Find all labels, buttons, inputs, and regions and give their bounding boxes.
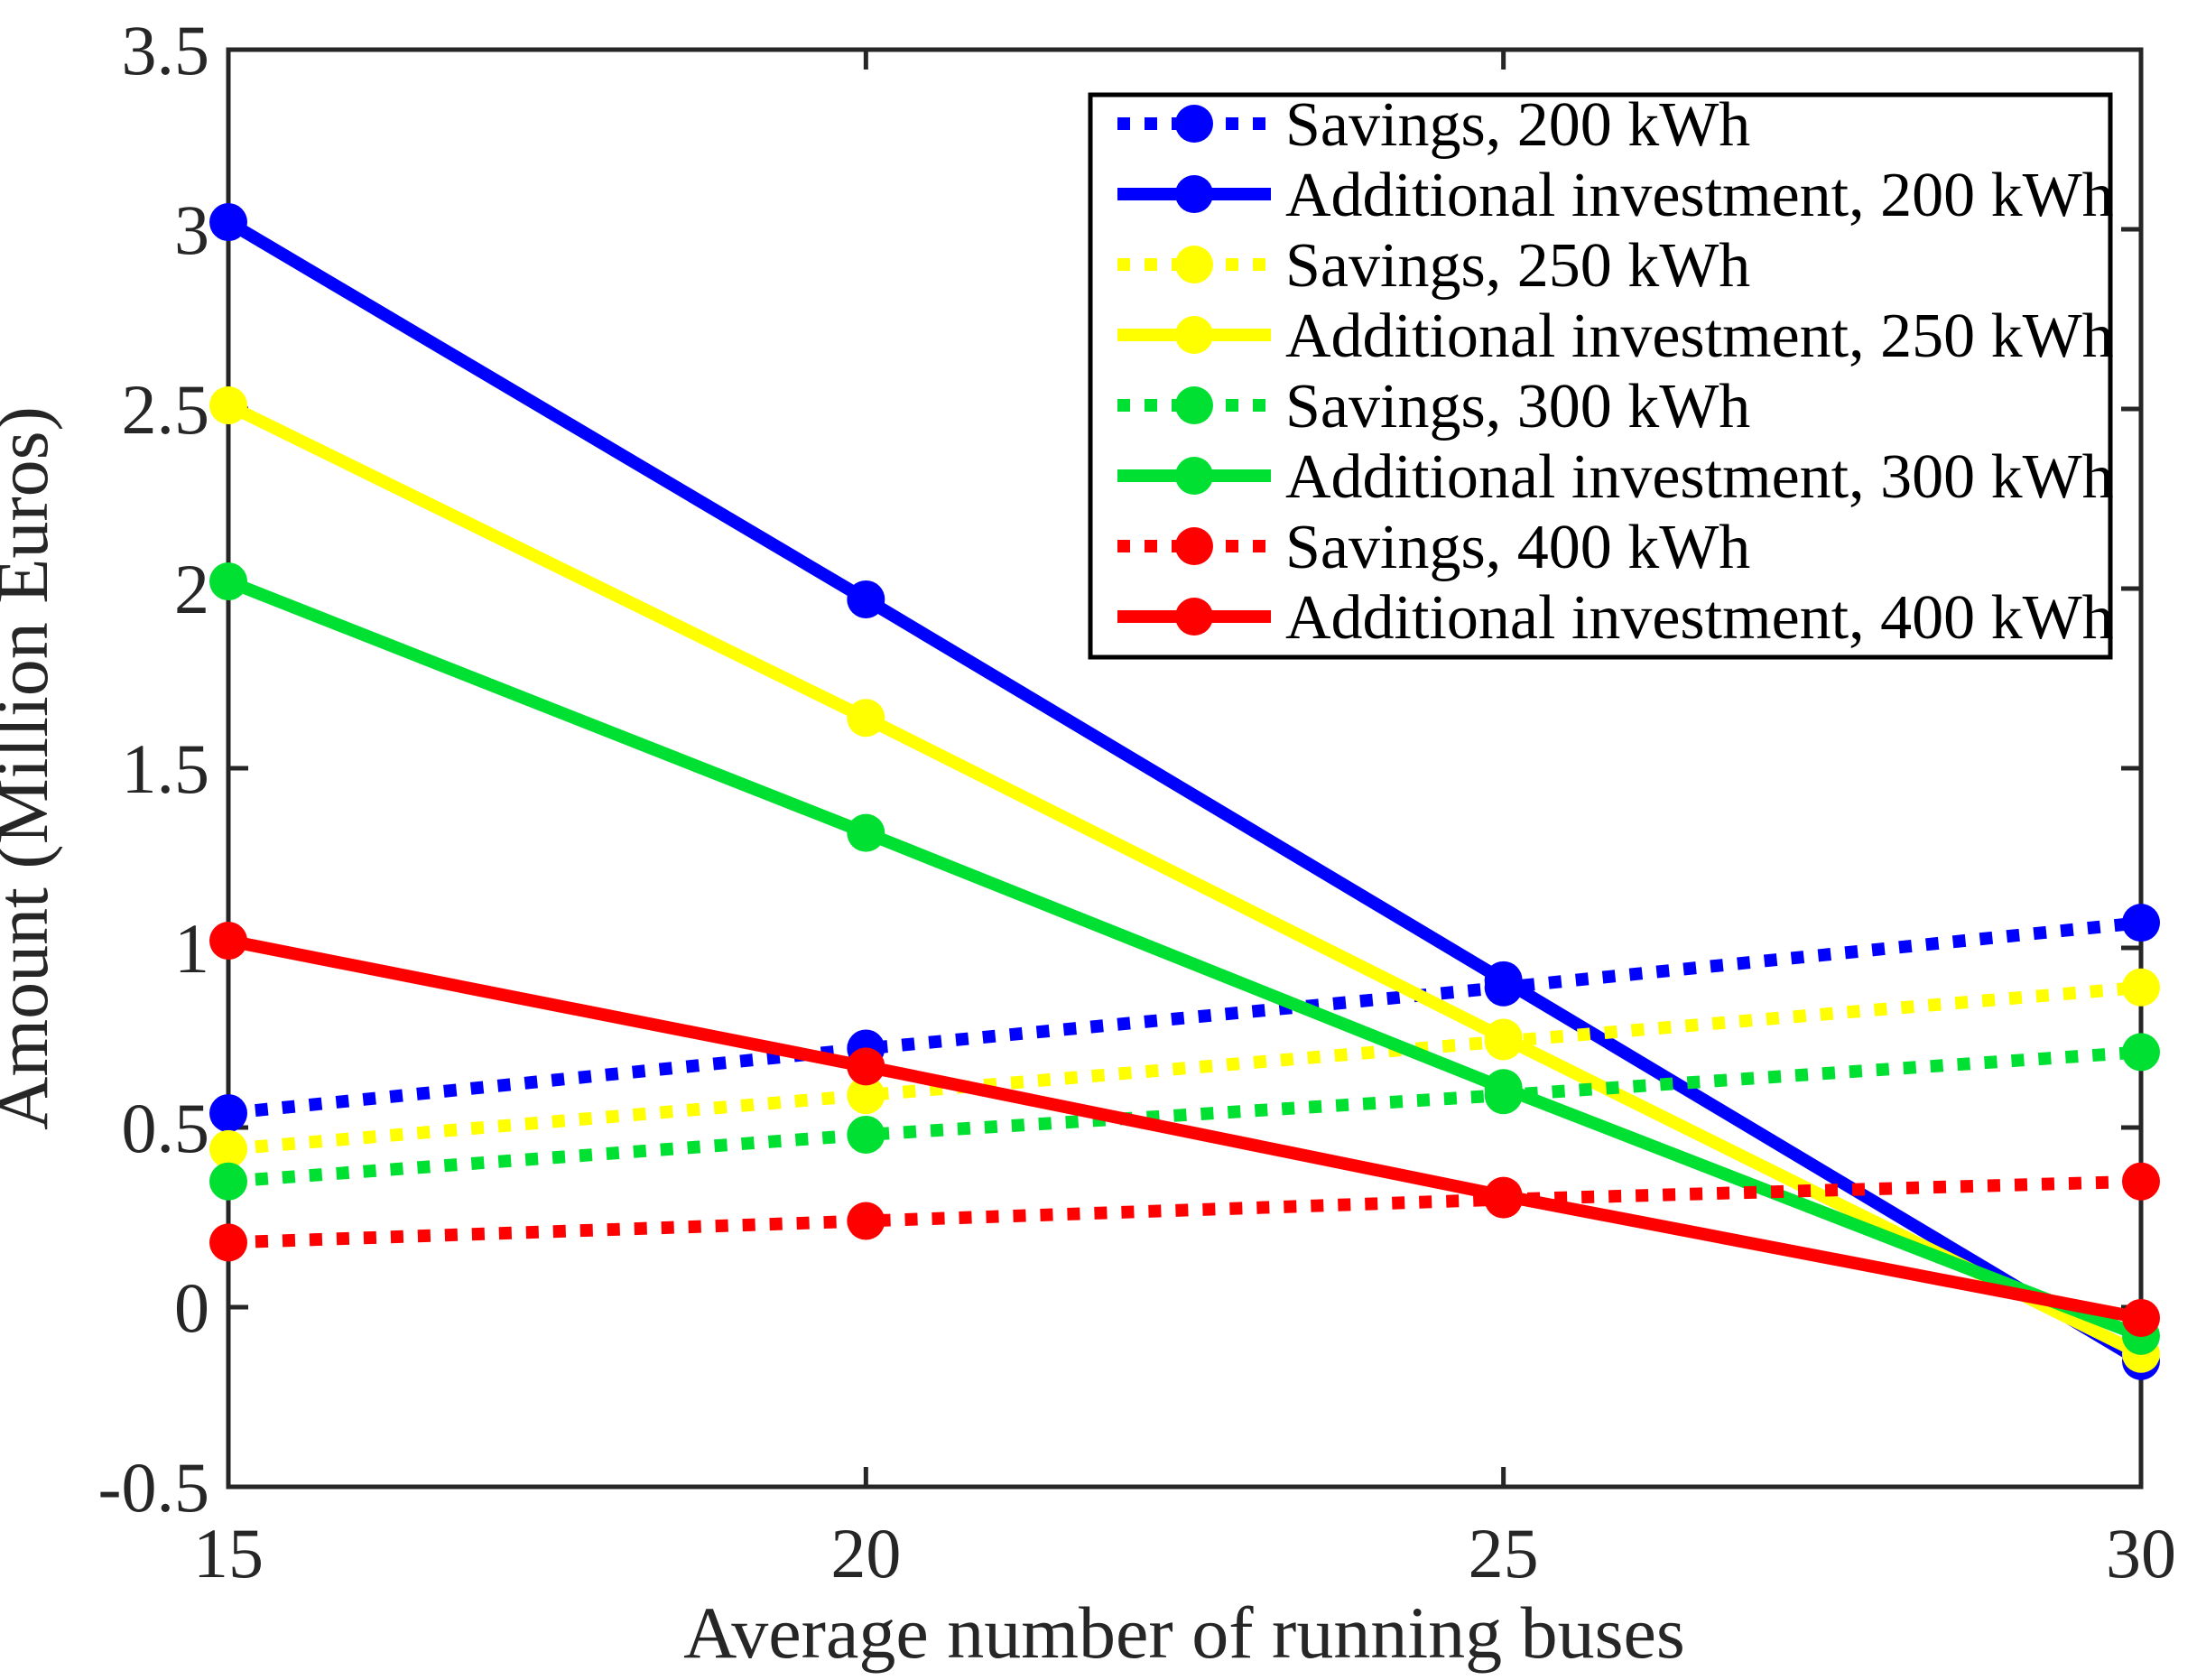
x-tick-label: 20 [830, 1514, 901, 1592]
data-point-marker [847, 1115, 885, 1154]
data-point-marker [847, 813, 885, 852]
x-tick-label: 15 [193, 1514, 264, 1592]
legend-entry: Additional investment, 250 kWh [1117, 302, 2114, 371]
data-point-marker [1484, 961, 1523, 999]
data-point-marker [209, 922, 247, 961]
legend-swatch-marker [1175, 246, 1213, 283]
legend-entry: Savings, 300 kWh [1117, 372, 1750, 441]
x-tick-label: 25 [1469, 1514, 1539, 1592]
data-point-marker [209, 1129, 247, 1168]
data-point-marker [847, 699, 885, 738]
data-point-marker [209, 562, 247, 601]
y-tick-label: 3 [174, 190, 209, 269]
x-tick-label: 30 [2106, 1514, 2176, 1592]
y-tick-label: 0.5 [122, 1089, 210, 1167]
legend-entry-label: Additional investment, 250 kWh [1285, 302, 2114, 371]
legend-entry-label: Savings, 200 kWh [1285, 90, 1750, 160]
y-tick-label: -0.5 [98, 1448, 209, 1527]
data-point-marker [1484, 1176, 1523, 1215]
data-point-marker [2122, 904, 2160, 942]
legend-swatch-marker [1175, 105, 1213, 143]
data-point-marker [209, 1094, 247, 1133]
legend-swatch-marker [1175, 598, 1213, 636]
series-line-1 [225, 217, 2145, 1367]
series-line-4 [227, 1045, 2142, 1188]
legend-swatch-marker [1175, 527, 1213, 565]
legend-entry-label: Savings, 300 kWh [1285, 372, 1750, 441]
y-axis-label: Amount (Million Euros) [0, 406, 63, 1130]
data-point-marker [847, 1076, 885, 1115]
data-point-marker [2122, 1033, 2160, 1072]
legend-entry: Additional investment, 300 kWh [1117, 442, 2114, 512]
legend-entry: Additional investment, 400 kWh [1117, 583, 2114, 653]
data-point-marker [2122, 1162, 2160, 1201]
data-point-marker [847, 1202, 885, 1240]
y-tick-label: 0 [174, 1268, 209, 1347]
legend-entry-label: Savings, 400 kWh [1285, 513, 1750, 582]
legend-entry-label: Additional investment, 300 kWh [1285, 442, 2114, 512]
legend-entry: Savings, 250 kWh [1117, 231, 1750, 301]
y-tick-label: 3.5 [122, 11, 210, 89]
legend-entry: Additional investment, 200 kWh [1117, 161, 2114, 230]
legend-entry: Savings, 400 kWh [1117, 513, 1750, 582]
data-point-marker [209, 386, 247, 425]
y-tick-label: 1.5 [122, 729, 210, 808]
data-point-marker [209, 1223, 247, 1262]
legend-swatch-marker [1175, 457, 1213, 495]
data-point-marker [209, 203, 247, 242]
legend-swatch-marker [1175, 175, 1213, 213]
data-point-marker [847, 1047, 885, 1086]
legend-swatch-marker [1175, 316, 1213, 354]
y-tick-label: 1 [174, 909, 209, 988]
y-tick-label: 2.5 [122, 370, 210, 449]
series-line-2 [227, 980, 2142, 1156]
data-point-marker [847, 580, 885, 618]
series-line-7 [227, 934, 2143, 1324]
data-point-marker [2122, 1298, 2160, 1337]
legend-entry-label: Savings, 250 kWh [1285, 231, 1750, 301]
data-point-marker [1484, 1018, 1523, 1057]
series-line-6 [227, 1174, 2142, 1249]
data-point-marker [2122, 968, 2160, 1007]
legend-entry: Savings, 200 kWh [1117, 90, 1750, 160]
legend-entry-label: Additional investment, 400 kWh [1285, 583, 2114, 653]
series-line-0 [227, 916, 2142, 1120]
series-line-3 [225, 399, 2145, 1360]
data-point-marker [1484, 1069, 1523, 1108]
legend-swatch-marker [1175, 386, 1213, 424]
y-tick-label: 2 [174, 550, 209, 628]
x-axis-label: Average number of running buses [683, 1592, 1685, 1674]
data-point-marker [209, 1162, 247, 1201]
legend-entry-label: Additional investment, 200 kWh [1285, 161, 2114, 230]
series-line-5 [226, 575, 2144, 1342]
